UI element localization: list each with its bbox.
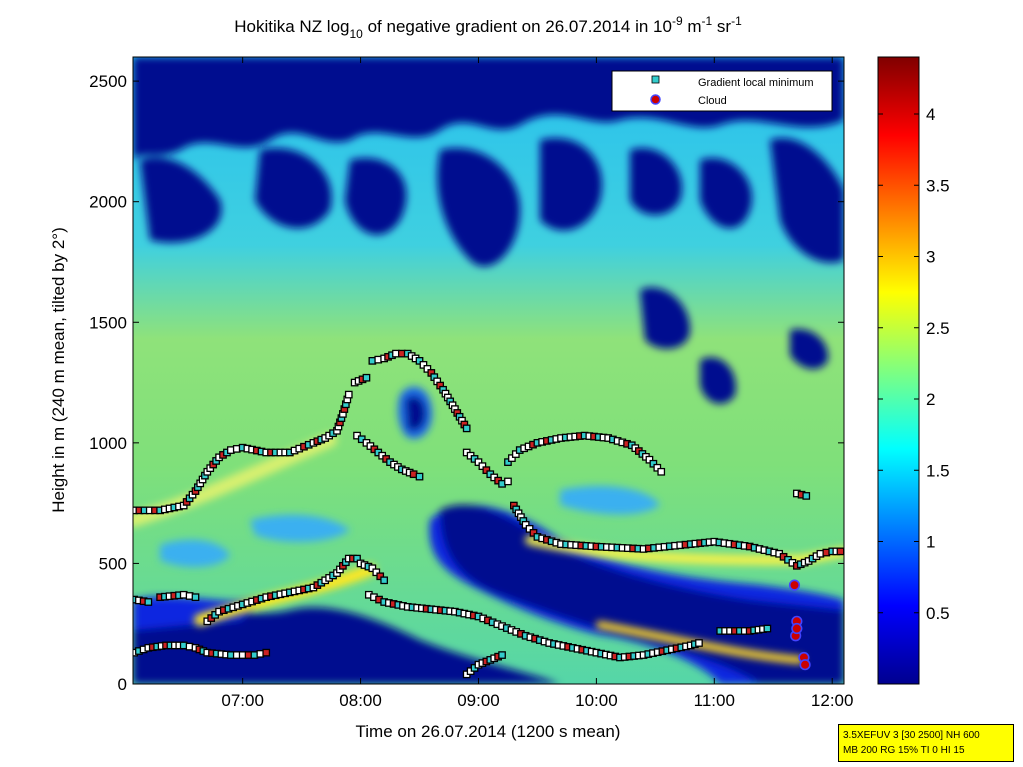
cloud-points: [788, 579, 811, 671]
y-tick-label: 500: [99, 554, 127, 573]
colorbar-tick-label: 3: [926, 248, 935, 267]
gradient-minimum-point: [508, 454, 516, 462]
gradient-minimum-point: [262, 648, 271, 657]
gradient-minimum-point: [419, 361, 428, 369]
y-tick-label: 0: [118, 675, 127, 694]
colorbar-tick-label: 2: [926, 390, 935, 409]
y-tick-label: 1000: [89, 434, 127, 453]
track-3: [353, 431, 424, 481]
x-tick-label: 10:00: [575, 691, 618, 710]
x-axis-label: Time on 26.07.2014 (1200 s mean): [356, 722, 621, 741]
gradient-minimum-point: [474, 458, 483, 466]
colorbar-tick-label: 1.5: [926, 461, 950, 480]
track-10: [203, 554, 388, 626]
gradient-minimum-point: [504, 477, 512, 486]
gradient-minimum-point: [482, 466, 491, 475]
track-1: [350, 373, 371, 387]
track-14: [462, 651, 506, 679]
gradient-minimum-point: [380, 576, 388, 585]
track-13: [133, 641, 271, 659]
info-box-line-1: 3.5XEFUV 3 [30 2500] NH 600: [843, 730, 980, 741]
x-tick-label: 08:00: [339, 691, 382, 710]
track-0: [133, 390, 353, 515]
gradient-minimum-point: [802, 492, 811, 500]
x-tick-label: 12:00: [811, 691, 854, 710]
gradient-minimum-point: [478, 462, 487, 471]
gradient-minimum-point: [511, 450, 520, 458]
x-tick-label: 09:00: [457, 691, 500, 710]
legend-marker-gradient: [651, 75, 660, 84]
cloud-point: [788, 579, 801, 591]
gradient-minimum-point: [372, 568, 381, 577]
gradient-minimum-point: [498, 651, 506, 659]
y-tick-label: 2000: [89, 193, 127, 212]
gradient-minimum-point: [462, 424, 471, 433]
plot-frame: [132, 56, 845, 685]
track-11: [364, 590, 703, 662]
gradient-minimum-point: [653, 463, 662, 472]
chart-title: Hokitika NZ log10 of negative gradient o…: [234, 14, 742, 41]
track-5: [504, 431, 666, 476]
gradient-minimum-point: [415, 357, 424, 365]
y-tick-label: 1500: [89, 313, 127, 332]
x-tick-label: 11:00: [694, 691, 735, 710]
track-7: [792, 489, 811, 500]
gradient-minimum-point: [657, 467, 666, 476]
gradient-minimum-point: [368, 564, 377, 573]
gradient-minimum-point: [649, 459, 658, 468]
colorbar-tick-label: 0.5: [926, 604, 950, 623]
gradient-minimum-point: [423, 365, 432, 373]
gradient-minimum-point: [344, 390, 353, 399]
track-2: [368, 349, 471, 433]
gradient-minimum-point: [645, 455, 654, 464]
heatmap: [133, 57, 844, 684]
y-tick-label: 2500: [89, 72, 127, 91]
gradient-minimum-point: [836, 547, 844, 556]
gradient-minimum-point: [362, 373, 371, 382]
legend-label-cloud: Cloud: [698, 95, 727, 107]
gradient-minimum-point: [191, 593, 200, 602]
cloud-point: [791, 622, 803, 635]
x-axis: 07:00 08:00 09:00 10:00 11:00 12:00: [221, 57, 853, 710]
gradient-minimum-point: [415, 472, 424, 481]
track-8: [133, 595, 153, 606]
colorbar-tick-label: 4: [926, 105, 935, 124]
track-9: [156, 590, 200, 602]
colorbar-tick-label: 1: [926, 533, 935, 552]
track-4: [462, 448, 512, 488]
y-axis-label: Height in m (240 m mean, tilted by 2°): [49, 227, 68, 513]
gradient-minimum-point: [144, 598, 153, 606]
x-tick-label: 07:00: [221, 691, 264, 710]
gradient-minimum-point: [376, 572, 385, 581]
info-box: 3.5XEFUV 3 [30 2500] NH 600 MB 200 RG 15…: [838, 724, 1014, 762]
colorbar: 0.5 1 1.5 2 2.5 3 3.5 4: [877, 56, 950, 685]
legend-marker-cloud: [650, 94, 661, 105]
gradient-minimum-point: [504, 458, 512, 466]
gradient-minimum-tracks: [133, 349, 844, 679]
colorbar-tick-label: 3.5: [926, 176, 950, 195]
gradient-minimum-point: [695, 639, 703, 647]
gradient-minimum-point: [521, 520, 530, 529]
gradient-minimum-point: [763, 624, 772, 633]
info-box-line-2: MB 200 RG 15% TI 0 HI 15: [843, 745, 965, 756]
track-12: [716, 624, 772, 635]
gradient-minimum-point: [529, 529, 538, 537]
legend-label-gradient: Gradient local minimum: [698, 77, 814, 89]
gradient-minimum-point: [525, 525, 534, 533]
track-6: [510, 501, 844, 570]
y-axis: 0 500 1000 1500 2000 2500: [89, 72, 844, 694]
legend: Gradient local minimum Cloud: [611, 70, 833, 112]
cloud-point: [799, 659, 811, 671]
colorbar-tick-label: 2.5: [926, 319, 950, 338]
